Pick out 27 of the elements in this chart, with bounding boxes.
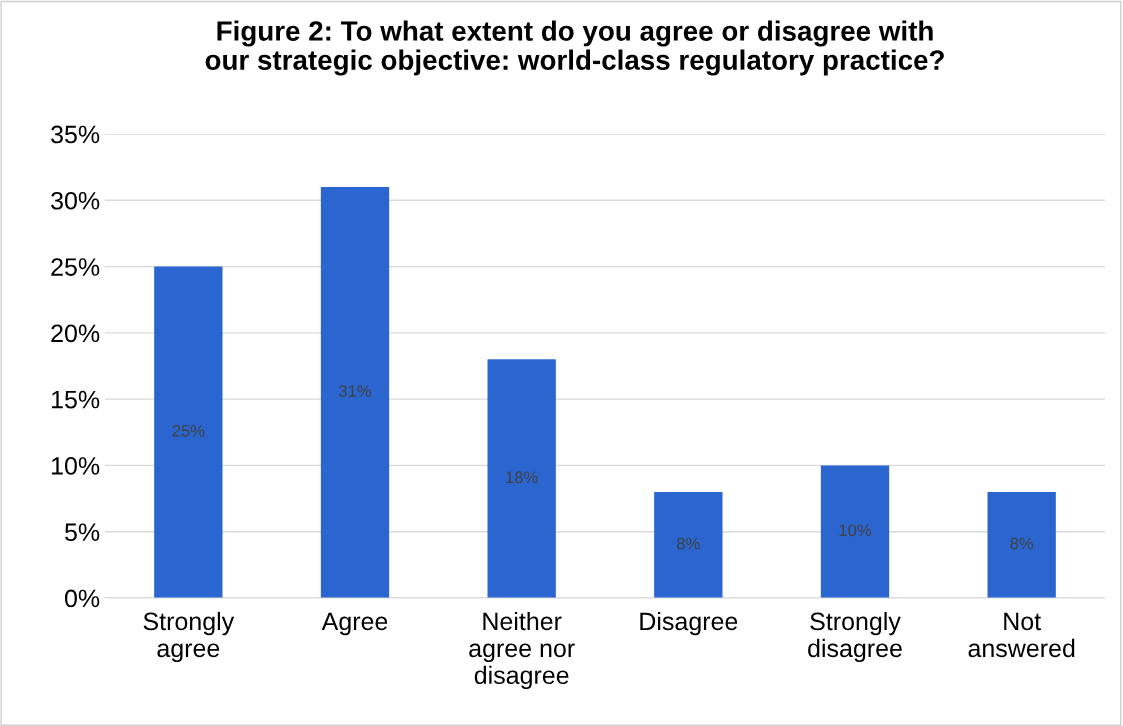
x-tick-label: Strongly disagree <box>808 611 902 663</box>
y-tick-label: 0% <box>64 589 100 608</box>
x-tick-label: Neither agree nor disagree <box>469 611 575 690</box>
bar <box>154 266 223 598</box>
bar <box>320 187 390 598</box>
y-tick-label: 25% <box>51 258 100 276</box>
y-tick-label: 10% <box>52 457 100 475</box>
x-tick-label: Strongly agree <box>143 611 235 663</box>
data-label: 18% <box>506 471 538 484</box>
y-tick-label: 30% <box>51 191 100 210</box>
y-tick-label: 5% <box>65 523 100 542</box>
x-tick-label: Not answered <box>968 612 1075 658</box>
y-tick-label: 15% <box>52 390 100 409</box>
data-label: 31% <box>338 385 372 397</box>
y-tick-label: 20% <box>51 324 100 343</box>
bar <box>820 465 890 598</box>
bar <box>654 491 723 598</box>
data-label: 8% <box>677 537 700 550</box>
x-tick-label: Disagree <box>640 611 738 636</box>
x-tick-label: Agree <box>321 612 388 636</box>
y-tick-label: 35% <box>51 125 100 144</box>
data-label: 25% <box>172 424 205 437</box>
bar <box>487 359 556 598</box>
bar <box>987 491 1056 598</box>
chart-title: Figure 2: To what extent do you agree or disagree with our strategic objective: world-class regulatory practice? <box>205 20 944 76</box>
data-label: 10% <box>839 524 872 537</box>
data-label: 8% <box>1010 537 1034 550</box>
